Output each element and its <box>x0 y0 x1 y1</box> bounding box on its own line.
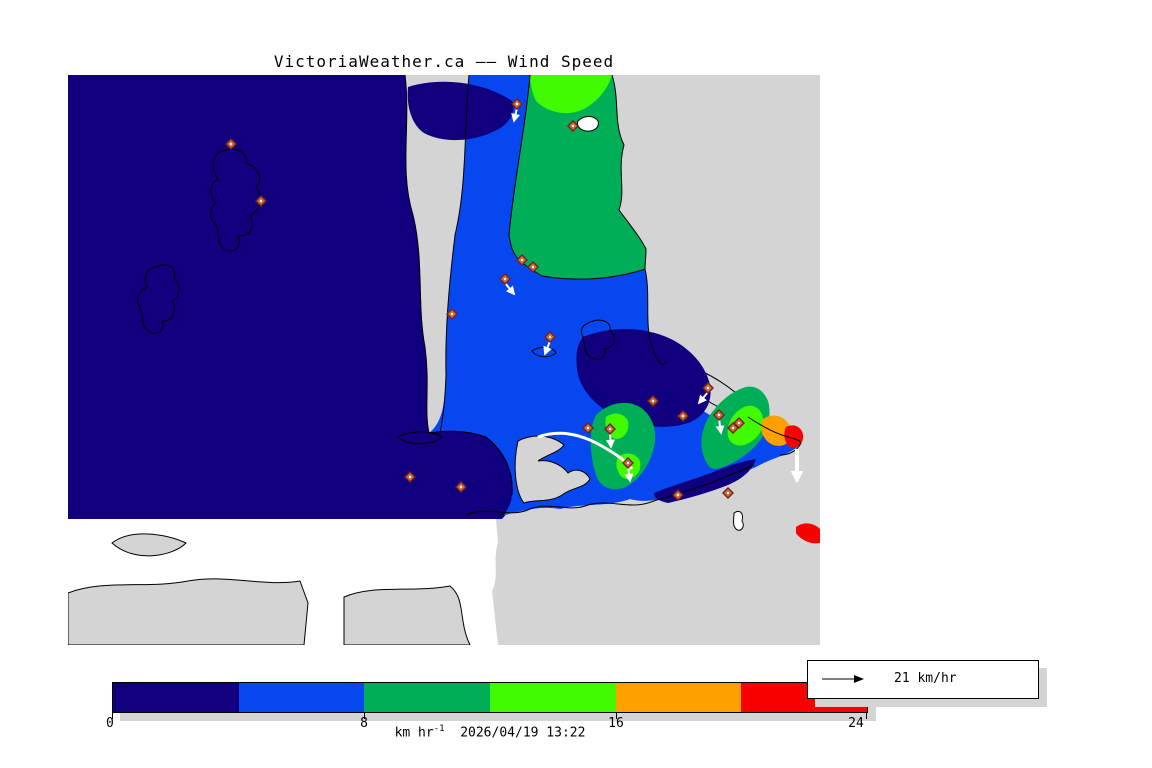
unit-exponent: -1 <box>433 724 445 734</box>
colorbar-segment <box>238 683 365 712</box>
station-marker-center <box>259 199 263 203</box>
island-outlines <box>137 148 615 445</box>
colorbar-segment <box>615 683 742 712</box>
contour-green-peninsula <box>509 75 646 280</box>
station-markers <box>225 98 804 501</box>
legend-arrow-icon <box>822 675 864 683</box>
colorbar-tick-16 <box>616 712 617 719</box>
timestamp: 2026/04/19 13:22 <box>460 725 586 741</box>
station-marker-center <box>229 142 233 146</box>
station-marker-center <box>531 265 535 269</box>
station-marker-center <box>608 427 612 431</box>
colorbar-segment <box>113 683 239 712</box>
colorbar-segment <box>490 683 616 712</box>
colorbar-label-0: 0 <box>106 716 114 731</box>
contour-lightgreen-oakbay <box>727 405 764 446</box>
contour-red-tip <box>784 425 804 448</box>
wind-arrow <box>624 466 634 483</box>
station-marker-center <box>676 493 680 497</box>
station-marker-center <box>503 277 507 281</box>
wind-arrow <box>605 432 615 449</box>
esquimalt-land <box>514 435 591 504</box>
station-marker-center <box>626 461 630 465</box>
station-marker-center <box>571 124 575 128</box>
station-marker-center <box>706 386 710 390</box>
contour-navy-central <box>576 329 711 427</box>
olympic-peninsula-coast <box>67 533 471 646</box>
station-marker-center <box>726 491 730 495</box>
colorbar-label-16: 16 <box>608 716 624 731</box>
colorbar-tick-24 <box>866 712 867 719</box>
station-marker-center <box>717 413 721 417</box>
contour-lightgreen-top <box>530 75 612 114</box>
station-marker-center <box>651 399 655 403</box>
colorbar-tick-8 <box>364 712 365 719</box>
station-marker-center <box>737 421 741 425</box>
station-marker-center <box>520 258 524 262</box>
wind-arrow <box>511 107 521 123</box>
colorbar-segment <box>364 683 491 712</box>
colorbar-label-24: 24 <box>848 716 864 731</box>
unit-label: km hr <box>394 725 434 741</box>
coastlines <box>404 74 802 516</box>
colorbar-label-8: 8 <box>360 716 368 731</box>
harbour-channel <box>537 431 634 470</box>
wind-arrow <box>697 391 709 405</box>
page-title: VictoriaWeather.ca —— Wind Speed <box>273 52 615 71</box>
legend-box: 21 km/hr <box>807 660 1039 699</box>
contour-orange <box>761 415 792 446</box>
contour-navy-main <box>68 75 513 519</box>
wind-arrow <box>504 282 516 296</box>
station-marker-center <box>459 485 463 489</box>
station-marker-center <box>586 426 590 430</box>
contour-navy-pocket <box>407 81 514 141</box>
white-islets <box>577 116 744 531</box>
contour-red-edge <box>796 523 820 544</box>
station-marker-center <box>731 426 735 430</box>
wind-map-svg <box>67 74 820 646</box>
station-marker-center <box>681 414 685 418</box>
wind-arrow <box>715 418 725 435</box>
colorbar-tick-0 <box>112 712 113 719</box>
station-marker-center <box>548 335 552 339</box>
station-marker-center <box>515 102 519 106</box>
colorbar-caption: km hr-1 2026/04/19 13:22 <box>395 724 586 740</box>
colorbar <box>112 682 868 713</box>
station-marker-center <box>450 312 454 316</box>
station-marker-center <box>408 475 412 479</box>
wind-arrow <box>543 340 552 356</box>
legend-wind-value: 21 km/hr <box>894 671 957 686</box>
wind-map <box>67 74 820 646</box>
contour-blue <box>429 75 801 515</box>
